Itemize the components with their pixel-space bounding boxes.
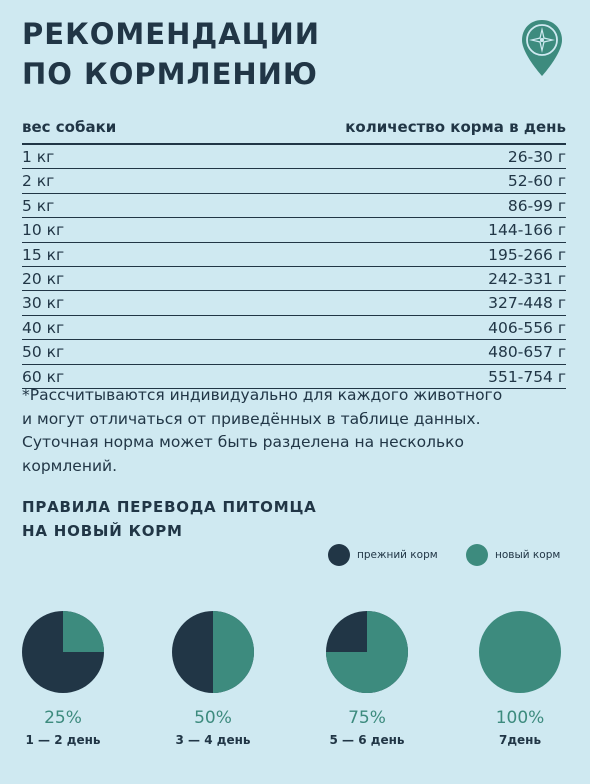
step-days: 1 — 2 день	[25, 733, 101, 747]
table-row: 1 кг 26-30 г	[22, 145, 566, 170]
row-amount: 551-754 г	[488, 367, 566, 386]
row-amount: 144-166 г	[488, 221, 566, 240]
pie-slice-new	[213, 611, 254, 693]
table-row: 50 кг 480-657 г	[22, 340, 566, 365]
table-row: 20 кг 242-331 г	[22, 267, 566, 292]
table-row: 5 кг 86-99 г	[22, 194, 566, 219]
pie-slice-new	[326, 611, 408, 693]
legend-new-swatch	[466, 544, 488, 566]
legend-old-label: прежний корм	[357, 549, 438, 561]
transition-step: 25% 1 — 2 день	[3, 610, 123, 748]
table-row: 2 кг 52-60 г	[22, 169, 566, 194]
table-row: 60 кг 551-754 г	[22, 365, 566, 389]
legend-old-swatch	[328, 544, 350, 566]
table-row: 30 кг 327-448 г	[22, 291, 566, 316]
row-weight: 60 кг	[22, 367, 65, 386]
table-header: вес собаки количество корма в день	[22, 113, 566, 145]
compass-icon	[522, 20, 562, 76]
page-title-line-2: ПО КОРМЛЕНИЮ	[22, 57, 318, 91]
step-percent: 75%	[348, 708, 386, 728]
transition-step: 75% 5 — 6 день	[307, 610, 427, 748]
step-percent: 25%	[44, 708, 82, 728]
step-days: 7день	[498, 733, 542, 747]
transition-step: 100% 7день	[460, 610, 580, 748]
row-amount: 52-60 г	[507, 172, 566, 191]
legend-new-label: новый корм	[495, 549, 561, 561]
feeding-table: вес собаки количество корма в день 1 кг 2…	[22, 113, 566, 389]
table-row: 40 кг 406-556 г	[22, 316, 566, 341]
step-percent: 100%	[495, 708, 545, 728]
row-amount: 86-99 г	[507, 196, 566, 215]
ratio-pie	[172, 611, 254, 693]
row-amount: 26-30 г	[507, 148, 566, 166]
row-weight: 50 кг	[22, 343, 65, 362]
legend-old: прежний корм	[328, 544, 438, 566]
row-weight: 1 кг	[22, 148, 55, 166]
page-title-line-1: РЕКОМЕНДАЦИИ	[22, 17, 321, 51]
table-row: 15 кг 195-266 г	[22, 243, 566, 267]
row-amount: 195-266 г	[488, 245, 566, 264]
row-weight: 10 кг	[22, 221, 65, 240]
footnote-line-2: и могут отличаться от приведённых в табл…	[22, 409, 481, 428]
row-amount: 406-556 г	[488, 318, 566, 337]
pie-slice-new	[479, 611, 561, 693]
footnote-line-4: кормлений.	[22, 456, 118, 475]
transition-step: 50% 3 — 4 день	[153, 610, 273, 748]
row-weight: 15 кг	[22, 245, 65, 264]
row-weight: 5 кг	[22, 196, 55, 215]
page-title: РЕКОМЕНДАЦИИ ПО КОРМЛЕНИЮ	[22, 14, 320, 94]
row-weight: 20 кг	[22, 269, 65, 288]
row-weight: 40 кг	[22, 318, 65, 337]
row-weight: 30 кг	[22, 294, 65, 313]
step-days: 3 — 4 день	[175, 733, 251, 747]
legend-new: новый корм	[466, 544, 560, 566]
transition-title: ПРАВИЛА ПЕРЕВОДА ПИТОМЦА НА НОВЫЙ КОРМ	[22, 495, 317, 543]
header-weight: вес собаки	[22, 118, 117, 136]
step-days: 5 — 6 день	[329, 733, 405, 747]
transition-title-line-2: НА НОВЫЙ КОРМ	[22, 522, 183, 540]
row-amount: 480-657 г	[488, 343, 566, 362]
table-row: 10 кг 144-166 г	[22, 218, 566, 243]
ratio-pie	[22, 611, 104, 693]
row-weight: 2 кг	[22, 172, 55, 191]
footnote-line-1: *Рассчитываются индивидуально для каждог…	[22, 386, 503, 404]
footnote: *Рассчитываются индивидуально для каждог…	[22, 384, 582, 478]
ratio-pie	[479, 611, 561, 693]
footnote-line-3: Суточная норма может быть разделена на н…	[22, 433, 464, 451]
step-percent: 50%	[194, 708, 232, 728]
header-amount: количество корма в день	[345, 118, 566, 136]
pie-slice-new	[63, 611, 104, 652]
row-amount: 327-448 г	[488, 294, 566, 313]
row-amount: 242-331 г	[488, 269, 566, 288]
transition-title-line-1: ПРАВИЛА ПЕРЕВОДА ПИТОМЦА	[22, 498, 317, 516]
ratio-pie	[326, 611, 408, 693]
